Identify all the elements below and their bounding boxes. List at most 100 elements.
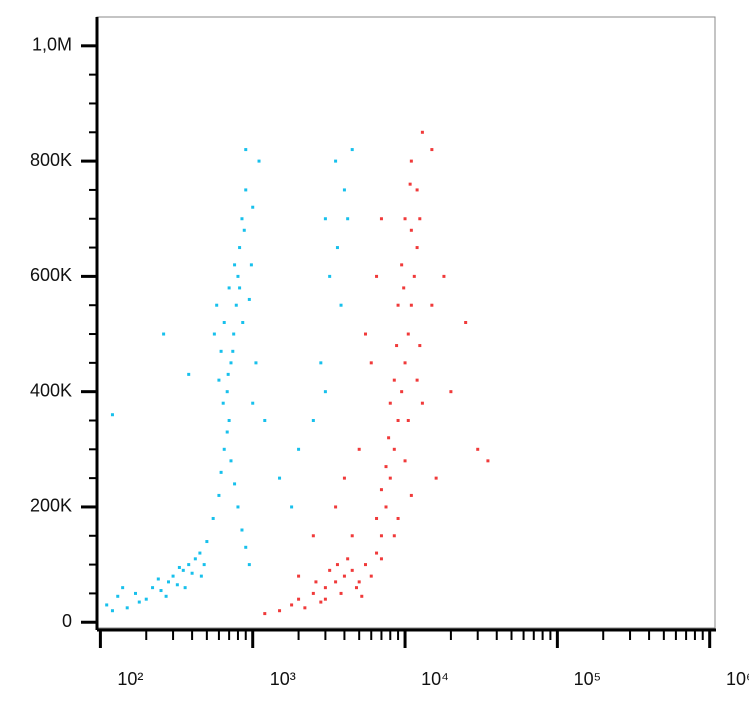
- point: [363, 332, 367, 336]
- point: [415, 378, 419, 382]
- point: [342, 476, 346, 480]
- point: [193, 557, 197, 561]
- point: [375, 274, 379, 278]
- point: [227, 286, 231, 290]
- point: [225, 390, 229, 394]
- point: [346, 557, 350, 561]
- point: [430, 148, 434, 152]
- point: [202, 563, 206, 567]
- point: [369, 361, 373, 365]
- y-tick-label: 0: [62, 611, 72, 631]
- point: [430, 303, 434, 307]
- point: [339, 591, 343, 595]
- point: [242, 228, 246, 232]
- point: [177, 565, 181, 569]
- point: [334, 505, 338, 509]
- point: [379, 488, 383, 492]
- point: [406, 332, 410, 336]
- x-tick-label: 10⁵: [574, 669, 601, 689]
- y-tick-label: 400K: [30, 380, 72, 400]
- point: [402, 286, 406, 290]
- y-tick-label: 1,0M: [32, 35, 72, 55]
- point: [384, 465, 388, 469]
- point: [384, 505, 388, 509]
- point: [442, 274, 446, 278]
- point: [400, 263, 404, 267]
- point: [144, 597, 148, 601]
- point: [379, 534, 383, 538]
- point: [151, 586, 155, 590]
- point: [350, 534, 354, 538]
- point: [217, 493, 221, 497]
- point: [379, 557, 383, 561]
- point: [159, 589, 163, 593]
- point: [420, 130, 424, 134]
- point: [415, 246, 419, 250]
- point: [229, 459, 233, 463]
- point: [363, 563, 367, 567]
- point: [190, 571, 194, 575]
- point: [319, 361, 323, 365]
- x-tick-label: 10²: [117, 669, 143, 689]
- point: [486, 459, 490, 463]
- point: [342, 574, 346, 578]
- point: [181, 568, 185, 572]
- point: [297, 574, 301, 578]
- point: [222, 447, 226, 451]
- point: [396, 418, 400, 422]
- point: [350, 148, 354, 152]
- point: [121, 586, 125, 590]
- point: [392, 534, 396, 538]
- point: [311, 534, 315, 538]
- point: [105, 603, 109, 607]
- point: [449, 390, 453, 394]
- point: [236, 505, 240, 509]
- point: [110, 609, 114, 613]
- point: [303, 606, 307, 610]
- point: [205, 540, 209, 544]
- point: [257, 159, 261, 163]
- point: [406, 418, 410, 422]
- point: [183, 586, 187, 590]
- point: [369, 574, 373, 578]
- point: [244, 188, 248, 192]
- point: [418, 344, 422, 348]
- point: [464, 321, 468, 324]
- point: [247, 563, 251, 567]
- point: [420, 401, 424, 405]
- point: [334, 159, 338, 163]
- point: [334, 580, 338, 584]
- point: [379, 217, 383, 221]
- point: [226, 372, 230, 376]
- point: [241, 321, 245, 324]
- point: [314, 580, 318, 584]
- point: [335, 563, 339, 567]
- point: [263, 612, 267, 616]
- point: [244, 545, 248, 549]
- point: [392, 378, 396, 382]
- point: [222, 321, 226, 324]
- point: [238, 246, 242, 250]
- point: [354, 586, 358, 590]
- point: [236, 274, 240, 278]
- point: [323, 390, 327, 394]
- point: [346, 217, 350, 221]
- point: [199, 574, 203, 578]
- point: [335, 246, 339, 250]
- point: [215, 303, 219, 307]
- point: [249, 263, 253, 267]
- point: [415, 188, 419, 192]
- point: [238, 286, 242, 290]
- x-tick-label: 10³: [270, 669, 296, 689]
- point: [360, 594, 364, 598]
- point: [125, 606, 129, 610]
- point: [297, 447, 301, 451]
- point: [395, 344, 399, 348]
- point: [403, 217, 407, 221]
- point: [328, 568, 332, 572]
- point: [387, 436, 391, 440]
- point: [240, 528, 244, 532]
- point: [227, 418, 231, 422]
- point: [175, 583, 179, 587]
